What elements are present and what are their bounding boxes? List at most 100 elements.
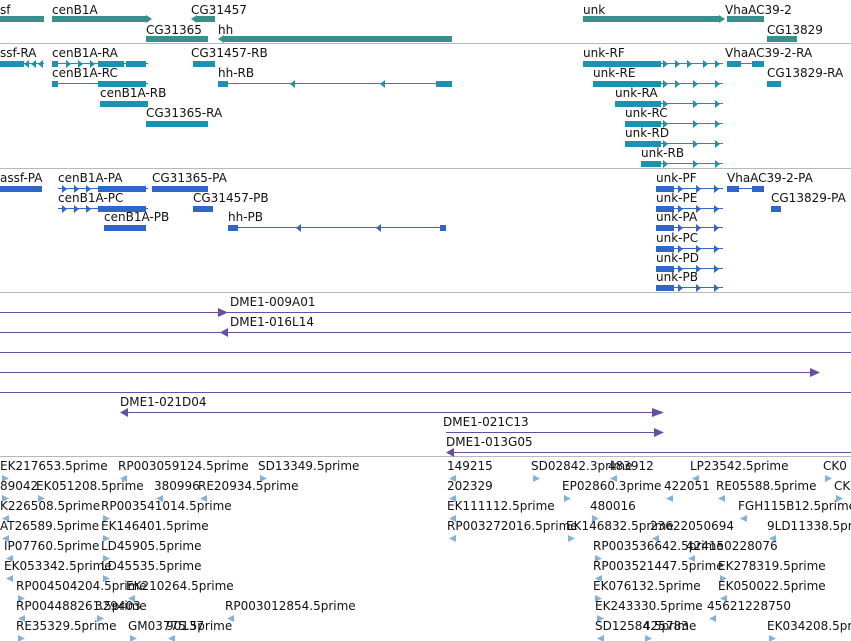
protein-label[interactable]: CG31457-PB — [193, 191, 269, 205]
transcript-feature[interactable] — [583, 61, 661, 67]
est-feature-icon[interactable] — [97, 615, 105, 622]
est-label[interactable]: SD02842.3prime — [531, 459, 633, 473]
est-label[interactable]: SD12584.5prime — [595, 619, 697, 633]
est-feature-icon[interactable] — [260, 475, 268, 482]
est-feature-icon[interactable] — [597, 635, 605, 641]
est-label[interactable]: 424150228076 — [686, 539, 778, 553]
est-label[interactable]: 9LD11338.5prime — [767, 519, 851, 533]
protein-label[interactable]: assf-PA — [0, 171, 43, 185]
est-feature-icon[interactable] — [38, 495, 46, 502]
transcript-label[interactable]: CG13829-RA — [767, 66, 844, 80]
est-feature-icon[interactable] — [103, 575, 111, 582]
transcript-label[interactable]: unk-RE — [593, 66, 636, 80]
transcript-label[interactable]: cenB1A-RA — [52, 46, 118, 60]
est-feature-icon[interactable] — [227, 615, 235, 622]
est-label[interactable]: EK076132.5prime — [593, 579, 701, 593]
protein-feature[interactable] — [656, 285, 674, 291]
est-feature-icon[interactable] — [720, 575, 728, 582]
gene-bar[interactable] — [583, 16, 719, 22]
est-feature-icon[interactable] — [769, 535, 777, 542]
clone-feature[interactable] — [446, 432, 656, 433]
transcript-label[interactable]: unk-RA — [615, 86, 658, 100]
est-label[interactable]: RP003521447.5prime — [593, 559, 724, 573]
est-feature-icon[interactable] — [18, 595, 26, 602]
est-label[interactable]: EK146401.5prime — [101, 519, 209, 533]
protein-feature[interactable] — [771, 206, 781, 212]
protein-label[interactable]: unk-PE — [656, 191, 698, 205]
est-label[interactable]: GM03775.5prime — [128, 619, 233, 633]
protein-label[interactable]: unk-PB — [656, 270, 698, 284]
est-feature-icon[interactable] — [103, 535, 111, 542]
transcript-feature[interactable] — [727, 61, 741, 67]
transcript-label[interactable]: unk-RC — [625, 106, 668, 120]
clone-label[interactable]: DME1-016L14 — [230, 315, 314, 329]
clone-label[interactable]: DME1-021C13 — [443, 415, 529, 429]
est-label[interactable]: RP003536642.5prime — [593, 539, 724, 553]
clone-feature[interactable] — [0, 392, 851, 393]
protein-feature[interactable] — [98, 206, 146, 212]
est-feature-icon[interactable] — [449, 515, 457, 522]
gene-label[interactable]: CG31457 — [191, 3, 247, 17]
est-feature-icon[interactable] — [6, 555, 14, 562]
est-feature-icon[interactable] — [836, 495, 844, 502]
protein-feature[interactable] — [727, 186, 739, 192]
protein-label[interactable]: hh-PB — [228, 210, 264, 224]
est-feature-icon[interactable] — [720, 595, 728, 602]
est-label[interactable]: EK053342.5prime — [4, 559, 112, 573]
est-label[interactable]: RP003012854.5prime — [225, 599, 356, 613]
est-feature-icon[interactable] — [564, 495, 572, 502]
est-label[interactable]: LD45535.5prime — [101, 559, 202, 573]
transcript-feature[interactable] — [436, 81, 452, 87]
transcript-label[interactable]: ssf-RA — [0, 46, 37, 60]
transcript-feature[interactable] — [146, 121, 208, 127]
est-label[interactable]: RP004488261.5prime — [16, 599, 147, 613]
est-feature-icon[interactable] — [2, 495, 10, 502]
est-label[interactable]: RP003541014.5prime — [101, 499, 232, 513]
est-label[interactable]: 149215 — [447, 459, 493, 473]
est-feature-icon[interactable] — [128, 595, 136, 602]
protein-feature[interactable] — [228, 225, 238, 231]
transcript-feature[interactable] — [0, 61, 24, 67]
transcript-feature[interactable] — [52, 61, 58, 67]
gene-label[interactable]: CG13829 — [767, 23, 823, 37]
est-feature-icon[interactable] — [449, 495, 457, 502]
protein-feature[interactable] — [193, 206, 213, 212]
est-label[interactable]: AT26589.5prime — [0, 519, 100, 533]
est-feature-icon[interactable] — [709, 615, 717, 622]
est-feature-icon[interactable] — [200, 495, 208, 502]
gene-bar[interactable] — [727, 16, 764, 22]
transcript-feature[interactable] — [752, 61, 764, 67]
est-feature-icon[interactable] — [18, 635, 26, 641]
clone-label[interactable]: DME1-009A01 — [230, 295, 316, 309]
protein-feature[interactable] — [98, 186, 146, 192]
est-label[interactable]: 480016 — [590, 499, 636, 513]
protein-feature[interactable] — [152, 186, 208, 192]
transcript-feature[interactable] — [100, 101, 148, 107]
est-label[interactable]: 422051 — [664, 479, 710, 493]
protein-feature[interactable] — [656, 266, 674, 272]
est-label[interactable]: EK050022.5prime — [718, 579, 826, 593]
transcript-feature[interactable] — [767, 81, 781, 87]
est-feature-icon[interactable] — [568, 535, 576, 542]
est-label[interactable]: 23622050694 — [650, 519, 734, 533]
transcript-feature[interactable] — [52, 81, 58, 87]
est-label[interactable]: LD45905.5prime — [101, 539, 202, 553]
est-feature-icon[interactable] — [168, 635, 176, 641]
est-label[interactable]: EK217653.5prime — [0, 459, 108, 473]
transcript-feature[interactable] — [98, 61, 124, 67]
est-feature-icon[interactable] — [533, 475, 541, 482]
est-label[interactable]: 90137 — [166, 619, 205, 633]
est-label[interactable]: RP003059124.5prime — [118, 459, 249, 473]
est-feature-icon[interactable] — [120, 475, 128, 482]
est-label[interactable]: EK146832.5prime — [566, 519, 674, 533]
gene-label[interactable]: sf — [0, 3, 11, 17]
clone-feature[interactable] — [122, 412, 654, 413]
protein-feature[interactable] — [440, 225, 446, 231]
transcript-feature[interactable] — [641, 161, 661, 167]
est-label[interactable]: RE20934.5prime — [198, 479, 299, 493]
transcript-feature[interactable] — [593, 81, 661, 87]
est-label[interactable]: 329403 — [95, 599, 141, 613]
protein-feature[interactable] — [104, 225, 146, 231]
est-feature-icon[interactable] — [103, 555, 111, 562]
